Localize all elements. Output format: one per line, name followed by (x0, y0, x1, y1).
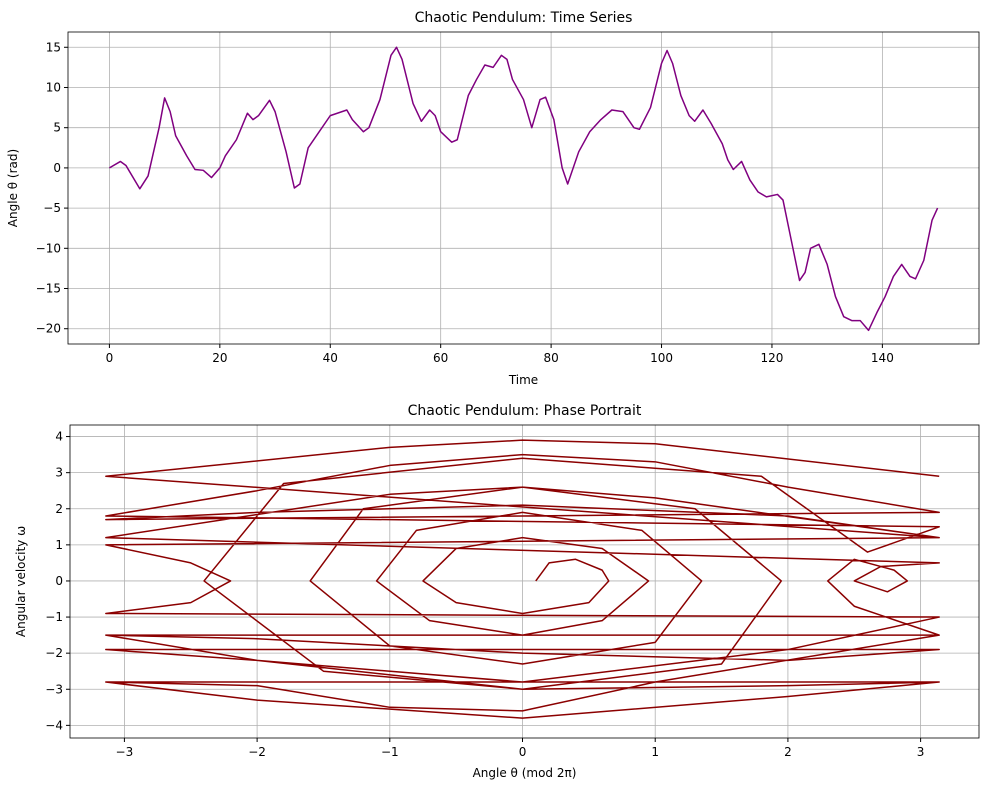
y-tick-label: 0 (53, 161, 61, 175)
y-tick-label: −4 (45, 718, 63, 732)
data-line (109, 46, 939, 332)
x-tick-label: 0 (519, 745, 527, 759)
y-tick-label: −1 (45, 610, 63, 624)
x-tick-label: 100 (650, 351, 673, 365)
y-tick-label: 2 (55, 502, 63, 516)
y-tick-label: −20 (36, 322, 61, 336)
x-axis-label: Time (508, 373, 538, 387)
chart-title: Chaotic Pendulum: Phase Portrait (408, 403, 642, 419)
y-tick-label: −2 (45, 646, 63, 660)
chart-title: Chaotic Pendulum: Time Series (415, 10, 633, 26)
y-tick-label: 0 (55, 574, 63, 588)
x-tick-label: −3 (116, 745, 134, 759)
x-tick-label: 120 (761, 351, 784, 365)
y-tick-label: 15 (46, 40, 61, 54)
x-axis-label: Angle θ (mod 2π) (473, 766, 577, 780)
x-tick-label: −1 (381, 745, 399, 759)
x-tick-label: 20 (212, 351, 227, 365)
y-tick-label: 4 (55, 430, 63, 444)
axes-frame (69, 424, 980, 739)
x-tick-label: 40 (323, 351, 338, 365)
y-axis-label: Angle θ (rad) (6, 149, 20, 227)
axes-frame (67, 31, 980, 345)
y-tick-label: −10 (36, 241, 61, 255)
y-tick-label: 3 (55, 466, 63, 480)
x-tick-label: 1 (651, 745, 659, 759)
y-tick-label: −5 (43, 201, 61, 215)
x-tick-label: 60 (433, 351, 448, 365)
x-tick-label: 80 (543, 351, 558, 365)
y-tick-label: 1 (55, 538, 63, 552)
y-tick-label: −15 (36, 282, 61, 296)
x-tick-label: −2 (248, 745, 266, 759)
x-tick-label: 2 (784, 745, 792, 759)
y-tick-label: 10 (46, 80, 61, 94)
data-line (105, 439, 940, 719)
x-tick-label: 0 (106, 351, 114, 365)
y-tick-label: 5 (53, 121, 61, 135)
x-tick-label: 140 (871, 351, 894, 365)
y-axis-label: Angular velocity ω (14, 526, 28, 637)
y-tick-label: −3 (45, 682, 63, 696)
x-tick-label: 3 (917, 745, 925, 759)
